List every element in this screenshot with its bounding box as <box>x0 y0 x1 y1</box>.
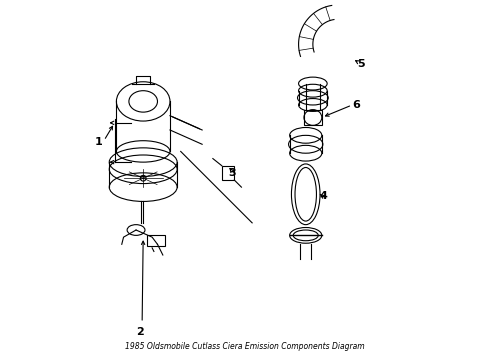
Text: 4: 4 <box>319 191 327 201</box>
Text: 6: 6 <box>352 100 360 110</box>
Text: 3: 3 <box>229 168 236 178</box>
Text: 2: 2 <box>136 327 144 337</box>
Bar <box>147 235 165 246</box>
Bar <box>304 111 322 125</box>
Bar <box>222 166 234 180</box>
Text: 1: 1 <box>95 138 102 148</box>
Text: 1985 Oldsmobile Cutlass Ciera Emission Components Diagram: 1985 Oldsmobile Cutlass Ciera Emission C… <box>125 342 365 351</box>
Text: 5: 5 <box>357 59 365 69</box>
